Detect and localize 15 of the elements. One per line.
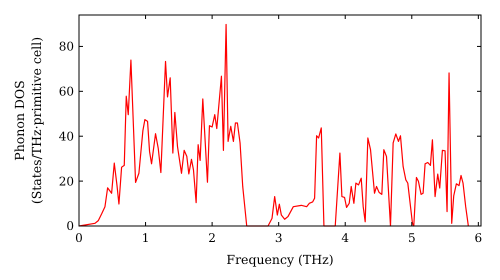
line-series <box>78 24 469 227</box>
y-tick-label: 20 <box>58 174 74 188</box>
x-tick-label: 3 <box>274 231 282 245</box>
y-axis-title: Phonon DOS (States/THz·primitive cell) <box>12 36 44 204</box>
y-tick-label: 0 <box>66 219 74 234</box>
x-tick-label: 6 <box>474 231 482 245</box>
x-tick-label: 4 <box>341 231 350 245</box>
x-axis-title: Frequency (THz) <box>226 252 334 267</box>
x-tick-label: 1 <box>142 231 150 245</box>
y-tick-label: 60 <box>58 84 74 99</box>
x-tick-label: 2 <box>208 231 216 245</box>
y-tick-label: 80 <box>58 40 74 54</box>
y-tick-label: 40 <box>58 129 74 144</box>
x-tick-label: 0 <box>75 231 83 245</box>
x-tick-label: 5 <box>408 231 416 245</box>
